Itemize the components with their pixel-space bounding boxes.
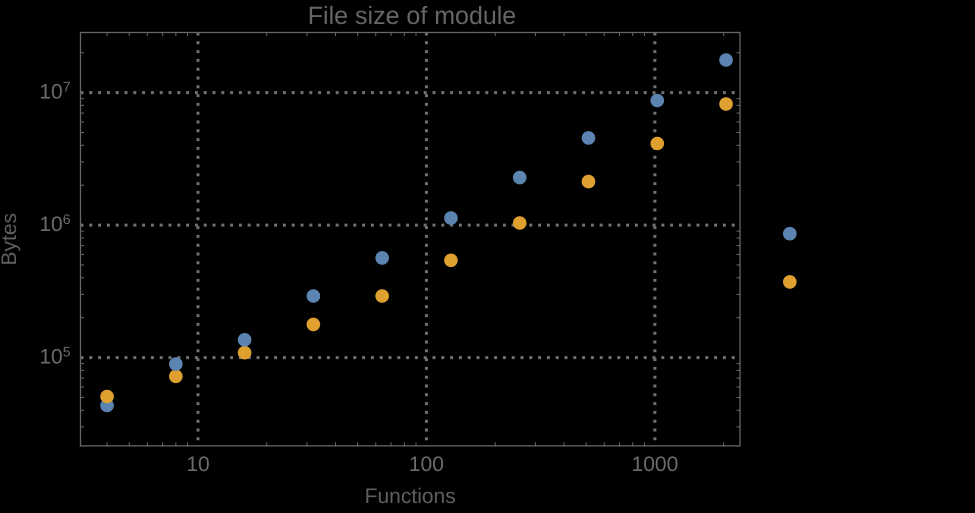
svg-text:1000: 1000 xyxy=(632,453,679,476)
svg-text:Bytes: Bytes xyxy=(0,213,21,266)
svg-text:10: 10 xyxy=(186,453,209,476)
svg-text:100: 100 xyxy=(409,453,444,476)
svg-text:File size of module: File size of module xyxy=(308,2,516,30)
svg-text:Functions: Functions xyxy=(365,485,456,508)
